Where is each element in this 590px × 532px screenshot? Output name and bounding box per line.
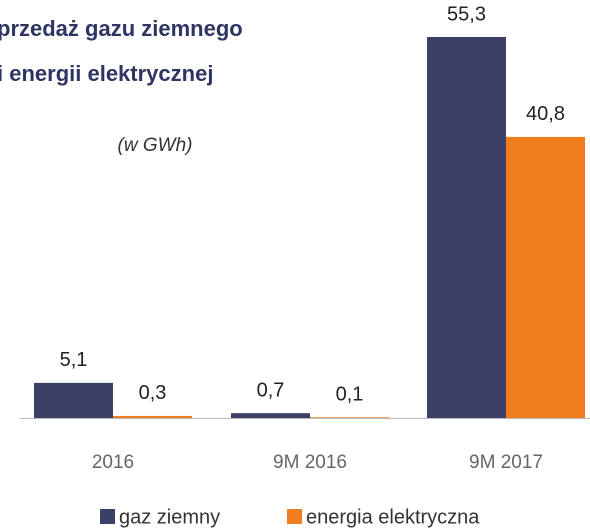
chart-subtitle: (w GWh) <box>118 135 193 156</box>
x-tick-label: 9M 2016 <box>273 452 347 473</box>
bar <box>506 136 585 418</box>
bar <box>34 382 113 418</box>
data-label: 0,3 <box>139 382 167 404</box>
legend-swatch <box>100 509 115 524</box>
legend-label: energia elektryczna <box>306 506 480 528</box>
data-label: 5,1 <box>60 349 88 371</box>
chart-title: przedaż gazu ziemnego <box>0 16 243 41</box>
data-label: 0,1 <box>336 384 364 406</box>
chart-title: i energii elektrycznej <box>0 61 213 86</box>
x-tick-label: 9M 2017 <box>469 452 543 473</box>
bar <box>113 415 192 418</box>
legend-label: gaz ziemny <box>119 506 220 528</box>
data-label: 0,7 <box>257 379 285 401</box>
data-label: 55,3 <box>447 3 486 25</box>
x-tick-label: 2016 <box>92 452 134 473</box>
bar <box>427 37 506 418</box>
bar <box>310 417 389 418</box>
data-label: 40,8 <box>526 103 565 125</box>
legend-swatch <box>287 509 302 524</box>
bar <box>231 413 310 418</box>
